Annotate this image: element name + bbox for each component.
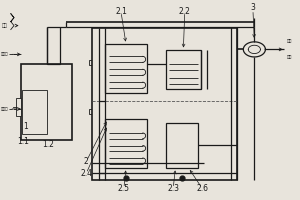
Bar [92, 28, 237, 180]
Bar [166, 50, 201, 89]
Bar [105, 119, 147, 168]
Bar [89, 109, 94, 114]
Text: 1: 1 [23, 122, 28, 131]
Text: 2.4: 2.4 [80, 169, 92, 178]
Bar [105, 44, 147, 93]
Bar [89, 60, 94, 65]
Text: 2.1: 2.1 [115, 7, 127, 16]
Text: 3: 3 [250, 3, 255, 12]
Text: 出水: 出水 [287, 39, 292, 43]
Bar [166, 123, 198, 168]
Text: 2.6: 2.6 [196, 184, 208, 193]
Text: 烟气: 烟气 [2, 23, 8, 28]
Bar [21, 64, 72, 140]
Text: 进水: 进水 [287, 55, 292, 59]
Text: 热水回: 热水回 [0, 107, 8, 111]
Bar [22, 90, 47, 134]
Text: 2.2: 2.2 [179, 7, 191, 16]
Bar [16, 98, 21, 116]
Text: 2.5: 2.5 [118, 184, 130, 193]
Text: 2.3: 2.3 [167, 184, 179, 193]
Text: 1.2: 1.2 [43, 140, 54, 149]
Text: 热水供: 热水供 [0, 52, 8, 56]
Text: 1.1: 1.1 [17, 137, 29, 146]
Text: 2: 2 [84, 157, 88, 166]
